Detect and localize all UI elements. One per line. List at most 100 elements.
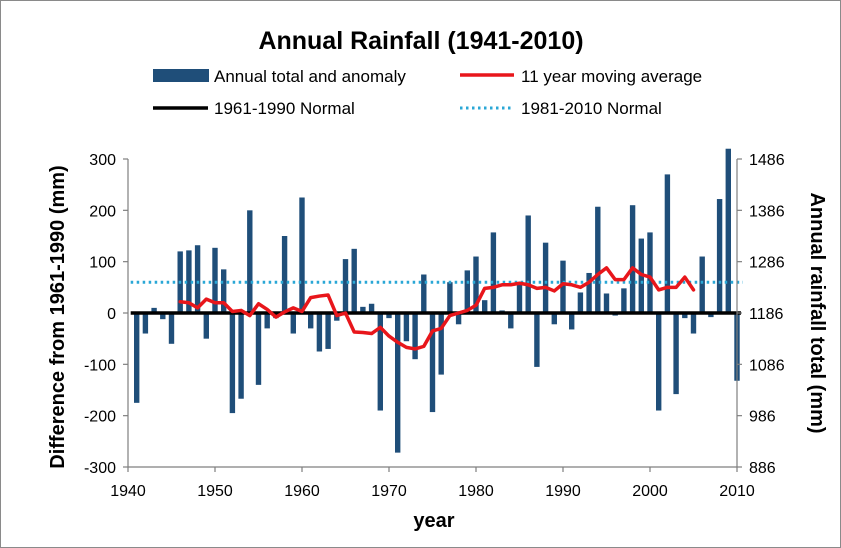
anomaly-bar-1955 xyxy=(255,313,262,385)
anomaly-bar-1971 xyxy=(395,313,401,453)
anomaly-bar-1990 xyxy=(560,260,566,313)
legend-label-moving-average: 11 year moving average xyxy=(521,67,702,86)
y2-tick-label-986: 986 xyxy=(749,409,776,426)
anomaly-bar-1981 xyxy=(482,300,488,313)
anomaly-bar-1994 xyxy=(595,206,601,313)
y-tick-label-0: 0 xyxy=(107,306,116,323)
anomaly-bar-1969 xyxy=(377,313,383,411)
y2-tick-label-1486: 1486 xyxy=(749,152,785,169)
anomaly-bar-1973 xyxy=(412,313,418,360)
anomaly-bar-1987 xyxy=(534,313,540,367)
chart-title: Annual Rainfall (1941-2010) xyxy=(258,27,583,55)
anomaly-bar-1963 xyxy=(325,313,331,349)
x-tick-label-2010: 2010 xyxy=(719,483,755,500)
anomaly-bar-1984 xyxy=(508,313,514,329)
anomaly-bar-2002 xyxy=(664,174,671,313)
anomaly-bar-1943 xyxy=(151,307,157,313)
anomaly-bar-1950 xyxy=(212,247,218,313)
anomaly-bar-1975 xyxy=(429,313,436,413)
y2-tick-label-886: 886 xyxy=(749,460,776,477)
anomaly-bar-1989 xyxy=(551,313,557,325)
anomaly-bar-1982 xyxy=(490,232,497,313)
anomaly-bar-1967 xyxy=(360,306,366,313)
anomaly-bar-2006 xyxy=(699,256,705,313)
anomaly-bars xyxy=(134,148,740,453)
y-tick-label-300: 300 xyxy=(89,152,116,169)
anomaly-bar-2004 xyxy=(682,313,688,319)
anomaly-bar-2003 xyxy=(673,313,679,395)
anomaly-bar-1977 xyxy=(447,282,453,313)
anomaly-bar-1995 xyxy=(603,293,610,313)
y-tick-label-200: 200 xyxy=(89,203,116,220)
legend-label-normal-1981-2010: 1981-2010 Normal xyxy=(521,99,662,118)
anomaly-bar-1998 xyxy=(629,205,636,313)
y2-tick-label-1286: 1286 xyxy=(749,255,785,272)
anomaly-bar-1953 xyxy=(238,313,244,399)
anomaly-bar-1992 xyxy=(577,292,584,313)
anomaly-bar-1979 xyxy=(464,270,470,313)
anomaly-bar-1986 xyxy=(525,215,531,313)
anomaly-bar-1947 xyxy=(186,250,192,313)
y2-tick-label-1186: 1186 xyxy=(749,306,784,323)
anomaly-bar-1959 xyxy=(290,313,296,334)
moving-average-series xyxy=(178,266,696,351)
y2-tick-label-1386: 1386 xyxy=(749,203,785,220)
anomaly-bar-1970 xyxy=(386,313,392,319)
anomaly-bar-1991 xyxy=(569,313,575,330)
x-tick-label-2000: 2000 xyxy=(632,483,668,500)
anomaly-bar-2000 xyxy=(647,232,653,313)
anomaly-bar-1972 xyxy=(403,313,410,342)
anomaly-bar-1945 xyxy=(168,313,175,344)
anomaly-bar-1942 xyxy=(142,313,149,334)
y2-axis-ticks: 1486 1386 1286 1186 1086 986 886 xyxy=(737,152,785,477)
y-tick-label--100: -100 xyxy=(84,357,116,374)
x-tick-label-1970: 1970 xyxy=(371,483,407,500)
anomaly-bar-1962 xyxy=(316,313,323,352)
x-tick-label-1950: 1950 xyxy=(197,483,233,500)
x-tick-label-1960: 1960 xyxy=(284,483,320,500)
anomaly-bar-1980 xyxy=(473,256,479,313)
x-axis-title: year xyxy=(413,510,454,532)
anomaly-bar-1949 xyxy=(203,313,209,339)
anomaly-bar-1956 xyxy=(264,313,270,329)
anomaly-bar-1997 xyxy=(621,288,627,313)
legend-swatch-anomaly xyxy=(153,69,209,82)
legend-label-normal-1961-1990: 1961-1990 Normal xyxy=(214,99,355,118)
anomaly-bar-1988 xyxy=(542,242,549,313)
anomaly-bar-1960 xyxy=(299,197,305,313)
x-tick-label-1940: 1940 xyxy=(110,483,146,500)
y-axis-ticks: 300 200 100 0 -100 -200 -300 xyxy=(84,152,128,477)
anomaly-bar-1993 xyxy=(586,272,592,313)
anomaly-bar-1941 xyxy=(134,313,140,403)
anomaly-bar-1951 xyxy=(221,269,227,313)
x-tick-label-1990: 1990 xyxy=(545,483,581,500)
moving-average-line xyxy=(178,266,696,351)
anomaly-bar-1968 xyxy=(368,303,375,313)
y2-axis-title: Annual rainfall total (mm) xyxy=(806,192,828,433)
y-axis-title: Difference from 1961-1990 (mm) xyxy=(47,165,69,468)
anomaly-bar-2001 xyxy=(656,313,662,411)
anomaly-bar-1961 xyxy=(308,313,314,329)
anomaly-bar-1985 xyxy=(516,282,523,313)
anomaly-bar-2005 xyxy=(690,313,697,334)
anomaly-bar-1952 xyxy=(229,313,236,414)
y-tick-label--200: -200 xyxy=(84,409,116,426)
anomaly-bar-1958 xyxy=(281,236,288,313)
anomaly-bar-1978 xyxy=(455,313,462,325)
anomaly-bar-2009 xyxy=(725,148,731,313)
anomaly-bar-1976 xyxy=(438,313,444,375)
anomaly-bar-1954 xyxy=(247,210,253,313)
anomaly-bar-1944 xyxy=(160,313,166,320)
legend: Annual total and anomaly 11 year moving … xyxy=(153,67,702,118)
anomaly-bar-1965 xyxy=(342,259,349,313)
legend-label-anomaly: Annual total and anomaly xyxy=(214,67,406,86)
anomaly-bar-1948 xyxy=(194,245,201,313)
anomaly-bar-2007 xyxy=(708,313,714,318)
anomaly-bar-1974 xyxy=(421,274,427,313)
x-tick-label-1980: 1980 xyxy=(458,483,494,500)
anomaly-bar-2008 xyxy=(716,199,723,313)
x-axis-ticks: 1940 1950 1960 1970 1980 1990 2000 2010 xyxy=(110,467,755,500)
y-tick-label-100: 100 xyxy=(89,255,116,272)
